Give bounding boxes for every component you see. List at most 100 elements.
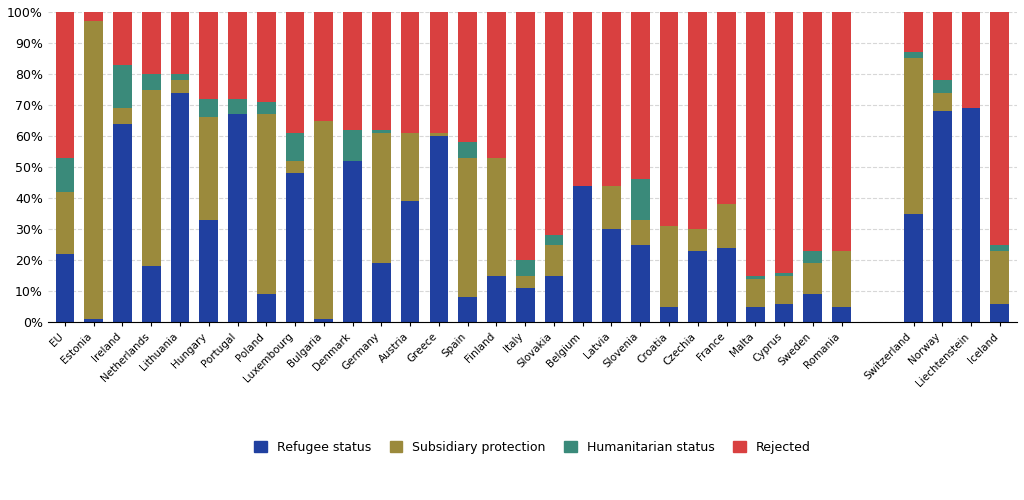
Bar bbox=[400, 133, 420, 201]
Bar bbox=[990, 244, 1009, 251]
Bar bbox=[286, 133, 304, 161]
Bar bbox=[171, 74, 189, 80]
Bar bbox=[459, 142, 477, 158]
Bar bbox=[688, 12, 708, 229]
Bar bbox=[631, 220, 649, 244]
Bar bbox=[429, 133, 449, 136]
Bar bbox=[804, 264, 822, 294]
Bar bbox=[372, 133, 391, 264]
Bar bbox=[833, 251, 851, 306]
Bar bbox=[286, 12, 304, 133]
Bar bbox=[804, 251, 822, 264]
Bar bbox=[933, 92, 951, 111]
Bar bbox=[516, 276, 535, 288]
Bar bbox=[171, 92, 189, 322]
Bar bbox=[314, 319, 333, 322]
Bar bbox=[200, 12, 218, 99]
Bar bbox=[372, 264, 391, 322]
Bar bbox=[343, 130, 361, 161]
Bar bbox=[631, 12, 649, 179]
Bar bbox=[933, 12, 951, 80]
Bar bbox=[55, 158, 75, 192]
Bar bbox=[200, 220, 218, 322]
Bar bbox=[286, 161, 304, 173]
Bar bbox=[717, 204, 736, 248]
Bar bbox=[113, 64, 132, 108]
Bar bbox=[804, 294, 822, 322]
Bar bbox=[55, 192, 75, 254]
Bar bbox=[745, 279, 765, 306]
Bar bbox=[286, 174, 304, 322]
Bar bbox=[113, 108, 132, 124]
Bar bbox=[545, 236, 563, 244]
Bar bbox=[84, 12, 103, 22]
Bar bbox=[487, 158, 506, 276]
Bar bbox=[775, 12, 794, 272]
Bar bbox=[775, 304, 794, 322]
Bar bbox=[55, 254, 75, 322]
Bar bbox=[142, 74, 161, 90]
Bar bbox=[516, 288, 535, 322]
Bar bbox=[459, 158, 477, 298]
Bar bbox=[113, 12, 132, 64]
Bar bbox=[745, 276, 765, 279]
Bar bbox=[659, 306, 678, 322]
Bar bbox=[717, 12, 736, 204]
Bar bbox=[487, 276, 506, 322]
Bar bbox=[573, 186, 592, 322]
Bar bbox=[142, 266, 161, 322]
Bar bbox=[372, 130, 391, 133]
Bar bbox=[487, 12, 506, 158]
Bar bbox=[602, 12, 621, 186]
Bar bbox=[573, 12, 592, 186]
Bar bbox=[142, 12, 161, 74]
Bar bbox=[990, 304, 1009, 322]
Bar bbox=[171, 12, 189, 74]
Bar bbox=[745, 12, 765, 276]
Bar bbox=[631, 244, 649, 322]
Bar bbox=[84, 319, 103, 322]
Bar bbox=[55, 12, 75, 158]
Bar bbox=[602, 186, 621, 229]
Bar bbox=[804, 12, 822, 251]
Bar bbox=[343, 12, 361, 130]
Bar bbox=[602, 229, 621, 322]
Bar bbox=[400, 201, 420, 322]
Bar bbox=[84, 22, 103, 319]
Bar bbox=[933, 80, 951, 92]
Bar bbox=[171, 80, 189, 92]
Bar bbox=[688, 251, 708, 322]
Bar bbox=[257, 294, 275, 322]
Bar bbox=[775, 276, 794, 303]
Bar bbox=[228, 99, 247, 114]
Bar bbox=[631, 180, 649, 220]
Bar bbox=[257, 12, 275, 102]
Bar bbox=[933, 111, 951, 322]
Bar bbox=[904, 52, 923, 59]
Bar bbox=[545, 244, 563, 276]
Bar bbox=[113, 124, 132, 322]
Bar bbox=[688, 229, 708, 251]
Bar bbox=[142, 90, 161, 266]
Bar bbox=[990, 12, 1009, 244]
Bar bbox=[962, 108, 980, 322]
Bar bbox=[659, 226, 678, 306]
Legend: Refugee status, Subsidiary protection, Humanitarian status, Rejected: Refugee status, Subsidiary protection, H… bbox=[249, 436, 816, 458]
Bar bbox=[717, 248, 736, 322]
Bar bbox=[545, 276, 563, 322]
Bar bbox=[228, 114, 247, 322]
Bar bbox=[962, 12, 980, 108]
Bar bbox=[545, 12, 563, 235]
Bar bbox=[904, 58, 923, 214]
Bar bbox=[314, 12, 333, 120]
Bar bbox=[257, 114, 275, 294]
Bar bbox=[228, 12, 247, 99]
Bar bbox=[429, 136, 449, 322]
Bar bbox=[200, 118, 218, 220]
Bar bbox=[372, 12, 391, 130]
Bar bbox=[659, 12, 678, 226]
Bar bbox=[200, 99, 218, 117]
Bar bbox=[516, 260, 535, 276]
Bar bbox=[904, 12, 923, 52]
Bar bbox=[904, 214, 923, 322]
